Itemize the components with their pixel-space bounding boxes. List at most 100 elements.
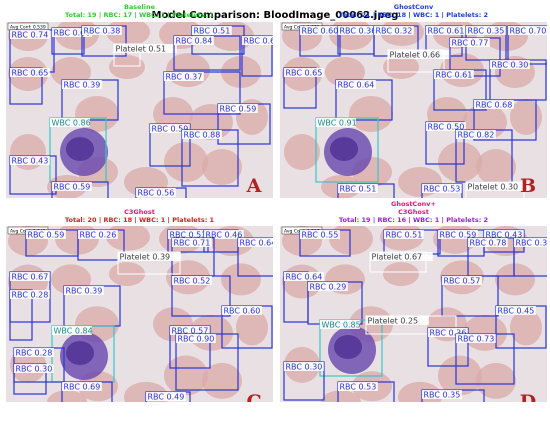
rbc-detection-box: RBC 0.57 — [169, 325, 211, 369]
detection-label: RBC 0.53 — [424, 185, 461, 194]
red-blood-cell — [164, 142, 208, 182]
panel-letter: C — [246, 391, 261, 402]
detection-label-bg — [146, 392, 186, 401]
detection-label-bg — [366, 316, 429, 325]
detection-label-bg — [168, 230, 208, 239]
detection-label-bg — [14, 364, 54, 373]
detection-label-bg — [428, 328, 468, 337]
rbc-detection-box: RBC 0.56 — [135, 187, 187, 198]
detection-label: WBC 0.84 — [54, 327, 93, 336]
red-blood-cell — [202, 149, 242, 185]
panel-d-stats: Total: 19 | RBC: 16 | WBC: 1 | Platelets… — [280, 216, 547, 224]
detection-label-bg — [52, 326, 92, 335]
wbc-nucleus — [334, 335, 362, 359]
detection-label-bg — [456, 130, 496, 139]
detection-label-bg — [496, 306, 536, 315]
rbc-detection-box: RBC 0.39 — [61, 79, 119, 121]
panel-letter: A — [246, 175, 262, 197]
wbc-detection-box: WBC 0.85 — [319, 319, 383, 377]
detection-label: RBC 0.50 — [428, 123, 465, 132]
red-blood-cell — [510, 309, 542, 346]
red-blood-cell — [329, 226, 373, 255]
detection-label: RBC 0.30 — [492, 61, 529, 70]
detection-label: RBC 0.35 — [468, 27, 505, 36]
detection-label-bg — [456, 334, 496, 343]
rbc-detection-box: RBC 0.50 — [425, 121, 466, 165]
rbc-detection-box: RBC 0.59 — [217, 103, 271, 145]
detection-label: RBC 0.56 — [138, 189, 175, 198]
rbc-detection-box: RBC 0.68 — [241, 35, 274, 77]
red-blood-cell — [47, 390, 87, 402]
detection-label-bg — [284, 362, 324, 371]
detection-label-bg — [426, 122, 466, 131]
detection-label-bg — [508, 26, 547, 35]
detection-label-bg — [374, 26, 414, 35]
detection-label: RBC 0.36 — [430, 329, 467, 338]
red-blood-cell — [284, 134, 320, 170]
detection-label: RBC 0.82 — [458, 131, 495, 140]
detection-label: RBC 0.39 — [516, 239, 548, 248]
rbc-detection-box: RBC 0.45 — [495, 305, 547, 349]
platelet-detection-box: Platelet 0.66 — [387, 49, 451, 73]
detection-label: RBC 0.60 — [224, 307, 261, 316]
rbc-detection-box: RBC 0.28 — [9, 289, 50, 341]
detection-label-bg — [338, 26, 378, 35]
rbc-detection-box: RBC 0.43 — [9, 155, 57, 195]
red-blood-cell — [221, 56, 261, 88]
detection-label: RBC 0.30 — [286, 363, 323, 372]
detection-label-bg — [172, 276, 212, 285]
detection-label-bg — [384, 230, 424, 239]
detection-label: RBC 0.65 — [12, 69, 49, 78]
detection-label-bg — [62, 382, 102, 391]
detection-label: Platelet 0.67 — [372, 253, 423, 262]
panel-c-model-name: C3Ghost — [6, 208, 273, 216]
detection-label: RBC 0.32 — [376, 27, 413, 36]
detection-label: RBC 0.35 — [424, 391, 461, 400]
rbc-detection-box: RBC 0.64 — [237, 237, 273, 277]
panel-b-stats-text: Total: 21 | RBC: 18 | WBC: 1 | Platelets… — [338, 11, 489, 19]
detection-label-bg — [10, 272, 50, 281]
panel-d-model-name-line1: GhostConv+ — [280, 200, 547, 208]
panel-letter: D — [520, 391, 536, 402]
detection-label-bg — [338, 382, 378, 391]
detection-label: RBC 0.61 — [436, 71, 473, 80]
detection-label: RBC 0.68 — [244, 37, 274, 46]
rbc-detection-box: RBC 0.60 — [299, 25, 341, 57]
panel-d-model-label-1: GhostConv+ — [391, 200, 436, 208]
rbc-detection-box: RBC 0.38 — [81, 25, 127, 57]
rbc-detection-box: RBC 0.57 — [441, 275, 499, 317]
detection-label-bg — [14, 348, 54, 357]
detection-label-bg — [300, 26, 340, 35]
detection-label: RBC 0.64 — [338, 81, 375, 90]
detection-label-bg — [316, 118, 356, 127]
detection-label-bg — [466, 182, 529, 191]
red-blood-cell — [476, 149, 516, 185]
detection-label: RBC 0.67 — [12, 273, 49, 282]
red-blood-cell — [321, 390, 361, 402]
detection-label-bg — [192, 26, 232, 35]
wbc-nucleus — [330, 137, 358, 161]
panel-a-model-name: Baseline — [6, 3, 273, 11]
detection-label: RBC 0.88 — [184, 131, 221, 140]
detection-label: RBC 0.53 — [170, 231, 207, 240]
detection-label-bg — [164, 72, 204, 81]
detection-label-bg — [336, 80, 376, 89]
detection-label: Platelet 0.51 — [116, 45, 167, 54]
detection-label-bg — [370, 252, 433, 261]
red-blood-cell — [221, 263, 261, 296]
detection-label: RBC 0.59 — [220, 105, 257, 114]
detection-label-bg — [174, 36, 214, 45]
rbc-detection-box: RBC 0.52 — [171, 275, 231, 317]
detection-label: RBC 0.43 — [12, 157, 49, 166]
rbc-detection-box: RBC 0.30 — [283, 361, 325, 401]
panel-a-image: Avg Conf: 0.539 RBC 0.74 RBC 0.66 RBC 0.38 R… — [6, 22, 273, 198]
detection-label-bg — [308, 282, 348, 291]
detection-label-bg — [136, 188, 176, 197]
detection-label-bg — [474, 100, 514, 109]
detection-label-bg — [170, 326, 210, 335]
detection-label: RBC 0.29 — [310, 283, 347, 292]
platelet-detection-box: Platelet 0.39 — [117, 251, 181, 275]
